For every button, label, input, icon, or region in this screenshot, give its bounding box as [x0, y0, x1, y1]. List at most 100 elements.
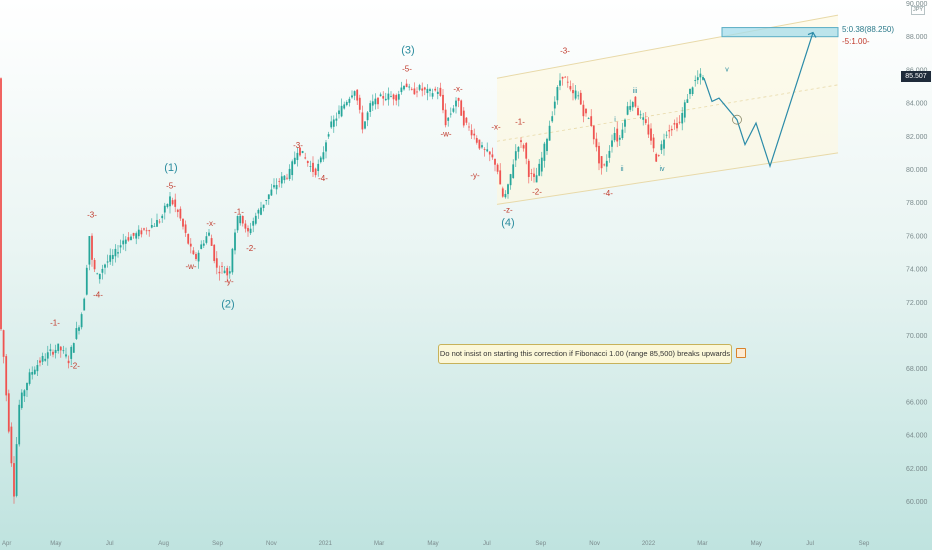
wave-label-minor: -4- — [318, 174, 328, 183]
candle-body — [137, 229, 140, 237]
candle-body — [122, 240, 125, 245]
candle-body — [309, 166, 312, 167]
candle-body — [257, 209, 260, 214]
candle-body — [514, 151, 517, 161]
candle-body — [494, 158, 496, 165]
wave-label-minor: -1- — [50, 319, 60, 328]
projected-wave-path — [703, 31, 817, 169]
candle-body — [348, 98, 351, 103]
candle-body — [351, 95, 353, 98]
candle-body — [590, 116, 593, 126]
currency-badge: JPY — [911, 6, 926, 15]
candle-body — [85, 267, 88, 295]
candle-body — [143, 228, 145, 230]
x-tick-label: 2021 — [319, 541, 333, 547]
candle-body — [429, 89, 431, 92]
candle-body — [130, 236, 132, 241]
candle-body — [299, 147, 301, 156]
target-zone-rect — [721, 27, 839, 38]
candle-body — [111, 254, 114, 260]
x-tick-label: Nov — [589, 541, 600, 547]
candle-body — [83, 298, 86, 311]
candle-body — [468, 126, 470, 128]
y-tick-label: 82.000 — [906, 134, 928, 141]
candle-body — [244, 223, 247, 229]
candle-body — [254, 215, 257, 224]
candle-body — [512, 164, 515, 178]
candle-body — [413, 88, 416, 95]
candle-body — [0, 78, 2, 330]
wave-label-minor: -1- — [234, 207, 244, 216]
x-tick-label: Aug — [158, 541, 169, 547]
candle-body — [369, 103, 372, 112]
last-price-tag: 85.507 — [901, 71, 931, 82]
candle-body — [15, 444, 18, 496]
candle-body — [530, 173, 533, 174]
fib-target-label: 5:0.38(88.250) — [842, 25, 895, 34]
candle-body — [421, 88, 424, 91]
note-icon[interactable] — [736, 348, 746, 358]
channel-upper-line — [496, 14, 839, 79]
candle-body — [28, 372, 31, 384]
candle-body — [7, 393, 10, 432]
candle-body — [278, 180, 281, 182]
candle-body — [543, 143, 546, 161]
candle-body — [390, 96, 392, 97]
candle-body — [629, 105, 632, 110]
candle-body — [465, 117, 468, 123]
x-tick-label: Mar — [374, 541, 384, 547]
candle-body — [533, 173, 535, 177]
y-tick-label: 66.000 — [906, 399, 928, 406]
candle-body — [397, 94, 400, 100]
candle-body — [80, 314, 83, 328]
candle-body — [488, 151, 491, 155]
x-tick-label: Sep — [212, 541, 223, 547]
y-tick-label: 62.000 — [906, 466, 928, 473]
candle-body — [587, 118, 590, 119]
x-tick-label: Jul — [483, 541, 491, 547]
candle-body — [353, 91, 356, 96]
candle-body — [109, 255, 112, 262]
candle-body — [694, 80, 697, 82]
candle-body — [26, 382, 28, 391]
candle-body — [392, 94, 395, 100]
candle-body — [39, 360, 41, 363]
candle-body — [358, 97, 361, 110]
candle-body — [169, 196, 171, 207]
candle-body — [52, 351, 54, 355]
wave-labels: (1) (2) (3) (4) -5- -3- -1- -2- -4- -w- -x- -y- -1- -… — [50, 44, 729, 370]
candle-body — [65, 354, 67, 357]
candle-body — [608, 150, 611, 158]
projection-arrowhead — [807, 31, 817, 38]
candle-body — [517, 146, 520, 152]
candle-body — [197, 252, 200, 262]
x-tick-label: Sep — [859, 541, 870, 547]
candle-body — [249, 228, 252, 234]
fib-target-box — [721, 27, 839, 38]
candle-body — [161, 215, 164, 219]
x-tick-label: May — [751, 541, 762, 547]
candle-body — [275, 184, 278, 190]
candle-body — [400, 87, 403, 93]
y-tick-label: 88.000 — [906, 34, 928, 41]
candle-body — [553, 101, 556, 109]
candle-body — [483, 149, 486, 151]
candle-body — [600, 156, 603, 169]
candle-body — [403, 85, 405, 90]
candle-body — [642, 117, 645, 120]
candle-body — [470, 130, 473, 136]
candle-body — [678, 121, 681, 123]
candle-body — [106, 261, 109, 263]
annotation-note[interactable]: Do not insist on starting this correctio… — [438, 344, 732, 364]
candle-body — [317, 163, 320, 172]
candle-body — [546, 138, 548, 152]
candle-body — [525, 143, 528, 159]
candle-body — [496, 164, 499, 172]
candle-body — [442, 94, 444, 111]
candle-body — [239, 215, 242, 224]
candle-body — [639, 114, 642, 116]
candle-body — [215, 258, 218, 268]
candle-body — [447, 117, 450, 121]
candle-body — [418, 85, 421, 90]
